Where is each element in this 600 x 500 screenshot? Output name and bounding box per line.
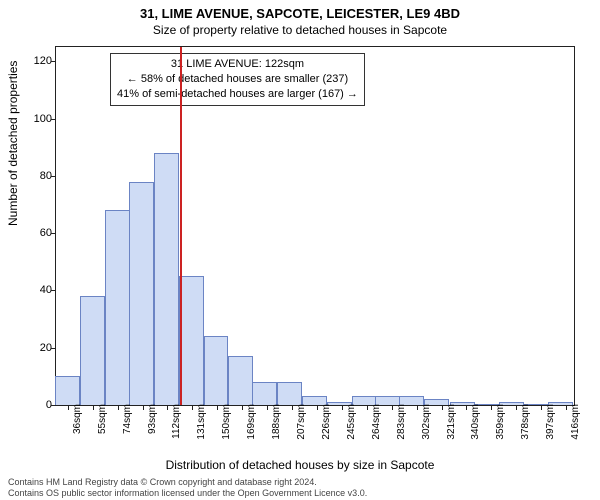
annotation-line-3: 41% of semi-detached houses are larger (… <box>117 87 358 102</box>
ytick-mark <box>51 61 56 62</box>
xtick-label: 283sqm <box>396 404 407 440</box>
xtick-mark <box>68 405 69 410</box>
xtick-label: 359sqm <box>495 404 506 440</box>
ytick-mark <box>51 405 56 406</box>
xtick-mark <box>491 405 492 410</box>
xtick-label: 378sqm <box>520 404 531 440</box>
xtick-label: 397sqm <box>545 404 556 440</box>
footer: Contains HM Land Registry data © Crown c… <box>8 477 367 498</box>
xtick-label: 245sqm <box>346 404 357 440</box>
chart-container: 31, LIME AVENUE, SAPCOTE, LEICESTER, LE9… <box>0 0 600 500</box>
xtick-mark <box>143 405 144 410</box>
xtick-label: 112sqm <box>171 404 182 439</box>
xtick-mark <box>242 405 243 410</box>
xtick-mark <box>217 405 218 410</box>
bar <box>55 376 80 405</box>
bar <box>204 336 229 405</box>
xtick-mark <box>417 405 418 410</box>
xtick-mark <box>516 405 517 410</box>
xtick-label: 131sqm <box>196 404 207 440</box>
bar <box>179 276 204 405</box>
annotation-line-2: ← 58% of detached houses are smaller (23… <box>117 72 358 87</box>
xtick-mark <box>466 405 467 410</box>
bar <box>129 182 154 405</box>
ytick-label: 60 <box>22 227 52 239</box>
xtick-label: 340sqm <box>470 404 481 440</box>
ytick-label: 100 <box>22 113 52 125</box>
xtick-mark <box>317 405 318 410</box>
page-title: 31, LIME AVENUE, SAPCOTE, LEICESTER, LE9… <box>0 0 600 21</box>
xtick-label: 207sqm <box>296 404 307 440</box>
x-axis-label: Distribution of detached houses by size … <box>0 458 600 472</box>
bar <box>105 210 130 405</box>
xtick-label: 302sqm <box>421 404 432 440</box>
xtick-mark <box>392 405 393 410</box>
page-subtitle: Size of property relative to detached ho… <box>0 21 600 37</box>
ytick-label: 80 <box>22 170 52 182</box>
xtick-mark <box>267 405 268 410</box>
bar <box>277 382 302 405</box>
xtick-mark <box>342 405 343 410</box>
marker-line <box>180 47 182 405</box>
xtick-mark <box>442 405 443 410</box>
bar <box>252 382 277 405</box>
xtick-label: 226sqm <box>321 404 332 440</box>
xtick-mark <box>292 405 293 410</box>
xtick-label: 55sqm <box>97 404 108 434</box>
xtick-label: 264sqm <box>371 404 382 440</box>
footer-line-1: Contains HM Land Registry data © Crown c… <box>8 477 367 487</box>
ytick-mark <box>51 233 56 234</box>
xtick-mark <box>118 405 119 410</box>
xtick-mark <box>367 405 368 410</box>
xtick-label: 416sqm <box>570 404 581 440</box>
xtick-label: 169sqm <box>246 404 257 440</box>
xtick-label: 93sqm <box>147 404 158 434</box>
xtick-label: 188sqm <box>271 404 282 440</box>
ytick-mark <box>51 290 56 291</box>
ytick-label: 0 <box>22 399 52 411</box>
ytick-mark <box>51 176 56 177</box>
xtick-mark <box>566 405 567 410</box>
plot-area: 31 LIME AVENUE: 122sqm ← 58% of detached… <box>55 46 575 406</box>
xtick-label: 321sqm <box>446 404 457 440</box>
xtick-mark <box>541 405 542 410</box>
ytick-label: 120 <box>22 55 52 67</box>
bar <box>154 153 179 405</box>
ytick-mark <box>51 119 56 120</box>
ytick-mark <box>51 348 56 349</box>
annotation-line-1: 31 LIME AVENUE: 122sqm <box>117 57 358 72</box>
xtick-mark <box>93 405 94 410</box>
xtick-mark <box>192 405 193 410</box>
xtick-label: 150sqm <box>221 404 232 440</box>
ytick-label: 40 <box>22 284 52 296</box>
xtick-label: 36sqm <box>72 404 83 434</box>
xtick-mark <box>167 405 168 410</box>
annotation-box: 31 LIME AVENUE: 122sqm ← 58% of detached… <box>110 53 365 106</box>
bar <box>228 356 253 405</box>
footer-line-2: Contains OS public sector information li… <box>8 488 367 498</box>
xtick-label: 74sqm <box>122 404 133 434</box>
bar <box>80 296 105 405</box>
y-axis-label: Number of detached properties <box>6 61 20 226</box>
ytick-label: 20 <box>22 342 52 354</box>
